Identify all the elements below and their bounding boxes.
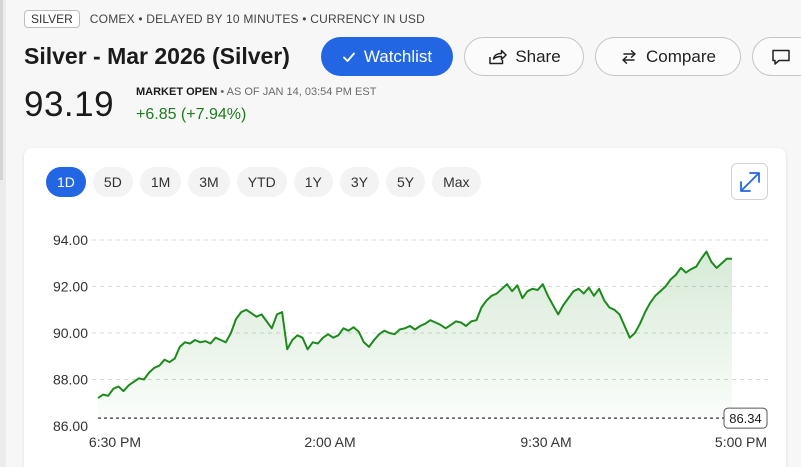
comment-button[interactable]	[752, 37, 801, 76]
range-tab-5d[interactable]: 5D	[92, 167, 133, 197]
quote-meta-row: SILVER COMEX • DELAYED BY 10 MINUTES • C…	[24, 10, 425, 28]
range-tab-1d[interactable]: 1D	[46, 167, 86, 197]
price-line	[97, 250, 733, 399]
x-tick-label: 9:30 AM	[520, 434, 571, 450]
time-range-tabs: 1D 5D 1M 3M YTD 1Y 3Y 5Y Max	[46, 167, 481, 197]
page-title: Silver - Mar 2026 (Silver)	[24, 43, 290, 69]
share-icon	[489, 49, 508, 64]
price-change: +6.85 (+7.94%)	[136, 106, 247, 123]
y-tick-label: 94.00	[53, 232, 88, 248]
previous-close-label: 86.34	[729, 411, 762, 426]
y-tick-label: 90.00	[53, 325, 88, 341]
range-tab-3m[interactable]: 3M	[188, 167, 230, 197]
range-tab-max[interactable]: Max	[432, 167, 481, 197]
comment-icon	[772, 49, 790, 65]
x-tick-label: 5:00 PM	[715, 434, 767, 450]
range-tab-1m[interactable]: 1M	[139, 167, 182, 197]
checkmark-icon	[342, 52, 355, 62]
price-area	[98, 251, 732, 419]
range-tab-1y[interactable]: 1Y	[293, 167, 333, 197]
share-label: Share	[515, 46, 561, 66]
as-of-timestamp: • AS OF JAN 14, 03:54 PM EST	[217, 86, 377, 98]
previous-close-box	[723, 407, 768, 429]
compare-button[interactable]: Compare	[595, 37, 741, 76]
previous-close-badge: 86.34	[723, 407, 768, 429]
compare-arrows-icon	[622, 49, 636, 64]
exchange-info: COMEX • DELAYED BY 10 MINUTES • CURRENCY…	[89, 12, 426, 26]
symbol-badge: SILVER	[24, 10, 80, 28]
expand-icon	[739, 171, 760, 192]
share-button[interactable]: Share	[464, 37, 584, 76]
y-tick-label: 88.00	[53, 372, 88, 388]
watchlist-label: Watchlist	[363, 46, 433, 66]
range-tab-ytd[interactable]: YTD	[236, 167, 287, 197]
compare-label: Compare	[646, 46, 716, 66]
current-price: 93.19	[24, 85, 115, 124]
range-tab-3y[interactable]: 3Y	[339, 167, 379, 197]
market-status: MARKET OPEN • AS OF JAN 14, 03:54 PM EST	[136, 86, 376, 98]
range-tab-5y[interactable]: 5Y	[385, 167, 426, 197]
scrollbar-thumb[interactable]	[0, 0, 3, 180]
page-scrollbar[interactable]	[0, 0, 6, 467]
expand-chart-button[interactable]	[731, 163, 768, 200]
x-tick-label: 6:30 PM	[89, 434, 141, 450]
y-tick-label: 86.00	[53, 418, 88, 434]
watchlist-button[interactable]: Watchlist	[321, 37, 453, 76]
y-tick-label: 92.00	[53, 279, 88, 295]
x-tick-label: 2:00 AM	[304, 434, 355, 450]
market-open-label: MARKET OPEN	[136, 86, 218, 98]
